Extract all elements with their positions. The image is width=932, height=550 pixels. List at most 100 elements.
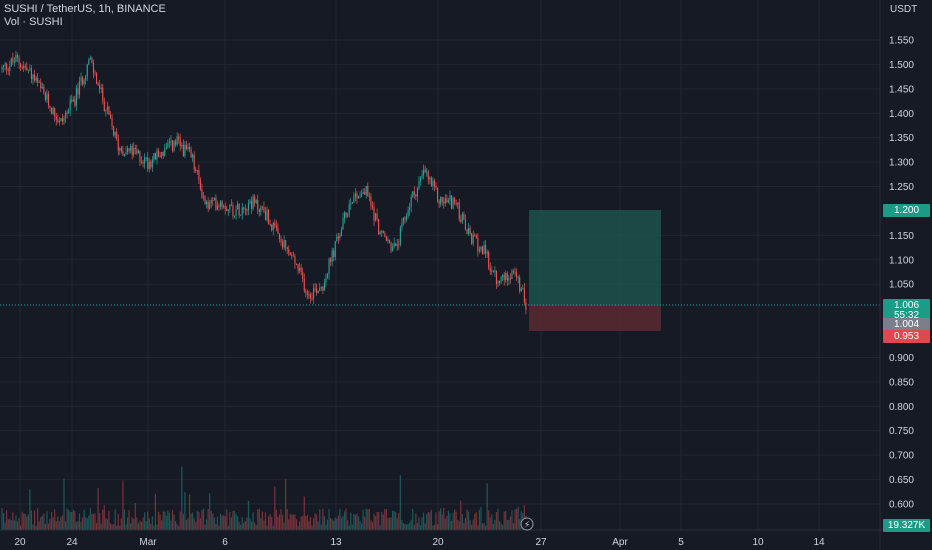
- volume-bar: [86, 518, 88, 530]
- candle-body: [443, 201, 445, 204]
- candle-body: [27, 69, 29, 71]
- volume-bar: [92, 513, 95, 530]
- volume-bar: [308, 521, 310, 530]
- volume-bar: [49, 518, 51, 530]
- candle-body: [32, 74, 34, 80]
- volume-bar: [80, 521, 82, 530]
- volume-bar: [303, 496, 305, 530]
- volume-bar: [457, 519, 459, 530]
- candle-body: [43, 86, 45, 93]
- candle-body: [150, 161, 152, 168]
- candle-body: [274, 222, 276, 226]
- volume-bar: [305, 515, 307, 530]
- volume-bar: [58, 521, 60, 530]
- symbol-title[interactable]: SUSHI / TetherUS, 1h, BINANCE: [4, 3, 166, 15]
- volume-bar: [35, 525, 37, 530]
- candle-body: [278, 233, 280, 240]
- candle-body: [69, 99, 71, 111]
- volume-bar: [312, 518, 315, 530]
- candle-body: [105, 109, 107, 111]
- volume-bar: [299, 521, 301, 530]
- volume-bar: [47, 523, 50, 530]
- candle-body: [330, 259, 332, 262]
- candle-body: [466, 229, 468, 235]
- candle-body: [120, 148, 122, 152]
- candle-body: [235, 209, 237, 216]
- candle-body: [20, 63, 22, 68]
- volume-bar: [184, 492, 186, 530]
- volume-bar: [111, 524, 113, 530]
- candle-body: [3, 65, 5, 68]
- volume-bar: [69, 511, 71, 530]
- candle-body: [18, 57, 20, 64]
- volume-bar: [472, 519, 474, 530]
- candle-body: [454, 198, 456, 203]
- volume-bar: [157, 511, 160, 530]
- volume-bar: [119, 525, 121, 530]
- price-tick-label: 1.100: [889, 255, 914, 266]
- volume-bar: [418, 517, 420, 530]
- candle-body: [113, 126, 115, 136]
- volume-bar: [123, 509, 126, 530]
- candle-body: [189, 146, 191, 150]
- volume-bar: [216, 516, 219, 530]
- axis-currency[interactable]: USDT: [890, 4, 918, 15]
- candle-body: [376, 213, 378, 220]
- candle-body: [92, 62, 94, 73]
- candle-body: [145, 157, 147, 159]
- candle-body: [323, 282, 325, 291]
- volume-bar: [142, 517, 144, 530]
- volume-bar: [209, 493, 211, 530]
- candle-body: [147, 157, 149, 169]
- candle-body: [1, 67, 3, 70]
- candle-body: [243, 207, 245, 209]
- candle-body: [373, 207, 375, 221]
- volume-bar: [359, 521, 361, 530]
- volume-bar: [192, 512, 194, 530]
- volume-bar: [336, 518, 338, 530]
- candle-body: [401, 222, 403, 228]
- candle-body: [364, 192, 366, 195]
- volume-bar: [116, 525, 118, 530]
- volume-bar: [519, 519, 521, 530]
- candle-body: [35, 77, 37, 81]
- candle-body: [171, 140, 174, 151]
- volume-bar: [488, 510, 490, 530]
- candle-body: [167, 142, 169, 148]
- candle-body: [7, 70, 9, 72]
- candle-body: [398, 244, 400, 246]
- candle-body: [477, 237, 479, 252]
- volume-bar: [130, 523, 132, 530]
- volume-bar: [514, 509, 516, 530]
- volume-bar: [517, 506, 519, 530]
- volume-bar: [51, 512, 53, 530]
- volume-bar: [66, 508, 68, 530]
- candle-body: [61, 118, 63, 122]
- candle-body: [415, 194, 417, 197]
- volume-bar: [475, 512, 477, 530]
- position-loss-zone[interactable]: [529, 306, 661, 331]
- volume-bar: [20, 525, 22, 530]
- volume-bar: [396, 518, 398, 530]
- candle-body: [511, 271, 513, 279]
- candle-body: [136, 148, 138, 154]
- volume-bar: [480, 506, 482, 530]
- volume-bar: [63, 478, 65, 530]
- position-profit-zone[interactable]: [529, 210, 661, 306]
- volume-bar: [171, 509, 174, 530]
- price-tick-label: 1.500: [889, 60, 914, 71]
- candle-body: [379, 231, 381, 235]
- volume-bar: [511, 510, 513, 530]
- candle-body: [483, 245, 485, 255]
- volume-bar: [467, 511, 470, 530]
- lightning-icon[interactable]: [520, 517, 534, 531]
- candle-body: [427, 171, 429, 180]
- volume-bar: [61, 515, 64, 530]
- volume-title[interactable]: Vol · SUSHI: [4, 16, 63, 28]
- candle-body: [512, 271, 515, 273]
- candle-body: [368, 196, 370, 198]
- candle-body: [204, 196, 206, 205]
- candle-body: [212, 200, 214, 202]
